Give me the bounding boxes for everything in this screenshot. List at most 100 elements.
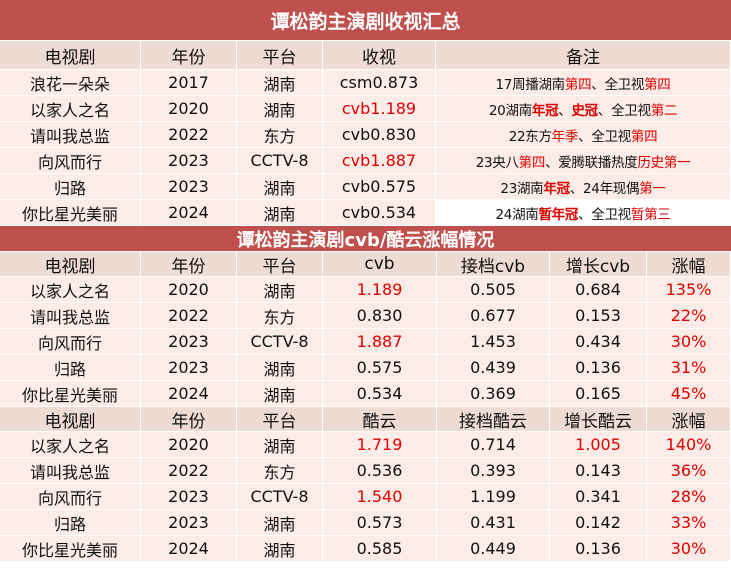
- table-row: 向风而行 2023 CCTV-8 cvb1.887 23央八 第四 、爱腾联播热度 历史第一: [0, 148, 731, 174]
- table-row: 浪花一朵朵 2017 湖南 csm0.873 17周播湖南 第四 、全卫视 第四: [0, 70, 731, 96]
- year-cell: 2022: [141, 303, 237, 329]
- kuyun-prev-cell: 0.431: [437, 510, 550, 536]
- section2-header-row: 电视剧 年份 平台 cvb 接档cvb 增长cvb 涨幅: [0, 252, 731, 277]
- header-platform: 平台: [237, 252, 323, 277]
- kuyun-prev-cell: 0.393: [437, 458, 550, 484]
- section1-header-row: 电视剧 年份 平台 收视 备注: [0, 41, 731, 70]
- note-cell: 20湖南 年冠、史冠 、全卫视 第二: [436, 96, 731, 122]
- note-segment: 第四: [644, 76, 671, 93]
- header-platform: 平台: [237, 41, 323, 70]
- year-cell: 2023: [141, 174, 237, 200]
- drama-cell: 向风而行: [0, 329, 141, 355]
- year-cell: 2024: [141, 200, 237, 226]
- platform-cell: 湖南: [237, 510, 323, 536]
- drama-cell: 请叫我总监: [0, 458, 141, 484]
- cvb-growth-cell: 0.153: [550, 303, 647, 329]
- pct-cell: 33%: [647, 510, 731, 536]
- platform-cell: 湖南: [237, 432, 323, 458]
- note-segment: 20湖南: [488, 102, 532, 119]
- note-segment: 24湖南: [495, 206, 539, 223]
- table-row: 你比星光美丽 2024 湖南 0.585 0.449 0.136 30%: [0, 536, 731, 562]
- note-segment: 23湖南: [500, 180, 544, 197]
- cvb-value-cell: 1.887: [323, 329, 437, 355]
- platform-cell: 湖南: [237, 174, 323, 200]
- cvb-prev-cell: 0.505: [437, 277, 550, 303]
- kuyun-prev-cell: 0.449: [437, 536, 550, 562]
- table-row: 向风而行 2023 CCTV-8 1.540 1.199 0.341 28%: [0, 484, 731, 510]
- header-note: 备注: [436, 41, 731, 70]
- rating-cell: cvb1.189: [323, 96, 436, 122]
- platform-cell: 东方: [237, 303, 323, 329]
- section1-title: 谭松韵主演剧收视汇总: [0, 0, 731, 41]
- header-platform: 平台: [237, 407, 323, 432]
- header-year: 年份: [141, 252, 237, 277]
- drama-cell: 请叫我总监: [0, 122, 141, 148]
- kuyun-value-cell: 1.719: [323, 432, 437, 458]
- header-drama: 电视剧: [0, 41, 141, 70]
- table-row: 归路 2023 湖南 0.573 0.431 0.142 33%: [0, 510, 731, 536]
- pct-cell: 30%: [647, 329, 731, 355]
- year-cell: 2020: [141, 432, 237, 458]
- cvb-growth-cell: 0.165: [550, 381, 647, 407]
- table-row: 以家人之名 2020 湖南 1.719 0.714 1.005 140%: [0, 432, 731, 458]
- note-segment: 、全卫视: [578, 206, 631, 223]
- cvb-value-cell: 0.575: [323, 355, 437, 381]
- header-cvb: cvb: [323, 252, 437, 277]
- header-year: 年份: [141, 41, 237, 70]
- year-cell: 2023: [141, 148, 237, 174]
- year-cell: 2024: [141, 536, 237, 562]
- pct-cell: 45%: [647, 381, 731, 407]
- pct-cell: 140%: [647, 432, 731, 458]
- rating-cell: cvb1.887: [323, 148, 436, 174]
- header-kuyun: 酷云: [323, 407, 437, 432]
- section2-title: 谭松韵主演剧cvb/酷云涨幅情况: [0, 226, 731, 252]
- header-drama: 电视剧: [0, 252, 141, 277]
- note-segment: 17周播湖南: [495, 76, 565, 93]
- cvb-prev-cell: 1.453: [437, 329, 550, 355]
- table-row: 请叫我总监 2022 东方 cvb0.830 22东方 年季 、全卫视 第四: [0, 122, 731, 148]
- platform-cell: CCTV-8: [237, 484, 323, 510]
- header-prev-kuyun: 接档酷云: [437, 407, 550, 432]
- note-segment: 第四: [630, 128, 658, 145]
- cvb-growth-cell: 0.684: [550, 277, 647, 303]
- platform-cell: 东方: [237, 122, 323, 148]
- kuyun-value-cell: 0.585: [323, 536, 437, 562]
- table-row: 你比星光美丽 2024 湖南 cvb0.534 24湖南 暂年冠 、全卫视 暂第三: [0, 200, 731, 226]
- platform-cell: CCTV-8: [237, 148, 323, 174]
- pct-cell: 31%: [647, 355, 731, 381]
- drama-cell: 向风而行: [0, 484, 141, 510]
- kuyun-value-cell: 0.573: [323, 510, 437, 536]
- platform-cell: 湖南: [237, 536, 323, 562]
- pct-cell: 22%: [647, 303, 731, 329]
- kuyun-growth-cell: 0.341: [550, 484, 647, 510]
- note-segment: 史冠: [571, 102, 598, 119]
- platform-cell: 湖南: [237, 355, 323, 381]
- platform-cell: 湖南: [237, 96, 323, 122]
- section3-body: 以家人之名 2020 湖南 1.719 0.714 1.005 140% 请叫我总监 2022 东…: [0, 432, 731, 562]
- note-cell: 17周播湖南 第四 、全卫视 第四: [436, 70, 731, 96]
- drama-cell: 你比星光美丽: [0, 200, 141, 226]
- drama-cell: 请叫我总监: [0, 303, 141, 329]
- cvb-prev-cell: 0.369: [437, 381, 550, 407]
- cvb-prev-cell: 0.677: [437, 303, 550, 329]
- platform-cell: 湖南: [237, 200, 323, 226]
- drama-cell: 你比星光美丽: [0, 536, 141, 562]
- note-segment: 年冠: [531, 102, 559, 119]
- section1-body: 浪花一朵朵 2017 湖南 csm0.873 17周播湖南 第四 、全卫视 第四 以家人之名 20…: [0, 70, 731, 226]
- header-rating: 收视: [323, 41, 436, 70]
- note-segment: 年冠: [543, 180, 570, 197]
- year-cell: 2023: [141, 510, 237, 536]
- pct-cell: 36%: [647, 458, 731, 484]
- table-row: 以家人之名 2020 湖南 1.189 0.505 0.684 135%: [0, 277, 731, 303]
- section2-body: 以家人之名 2020 湖南 1.189 0.505 0.684 135% 请叫我总监 2022 东…: [0, 277, 731, 407]
- kuyun-prev-cell: 1.199: [437, 484, 550, 510]
- note-segment: 、24年现偶: [569, 180, 640, 197]
- header-prev-cvb: 接档cvb: [437, 252, 550, 277]
- note-segment: 历史第一: [637, 154, 691, 171]
- table-row: 你比星光美丽 2024 湖南 0.534 0.369 0.165 45%: [0, 381, 731, 407]
- year-cell: 2020: [141, 277, 237, 303]
- header-pct: 涨幅: [647, 252, 731, 277]
- drama-cell: 向风而行: [0, 148, 141, 174]
- year-cell: 2020: [141, 96, 237, 122]
